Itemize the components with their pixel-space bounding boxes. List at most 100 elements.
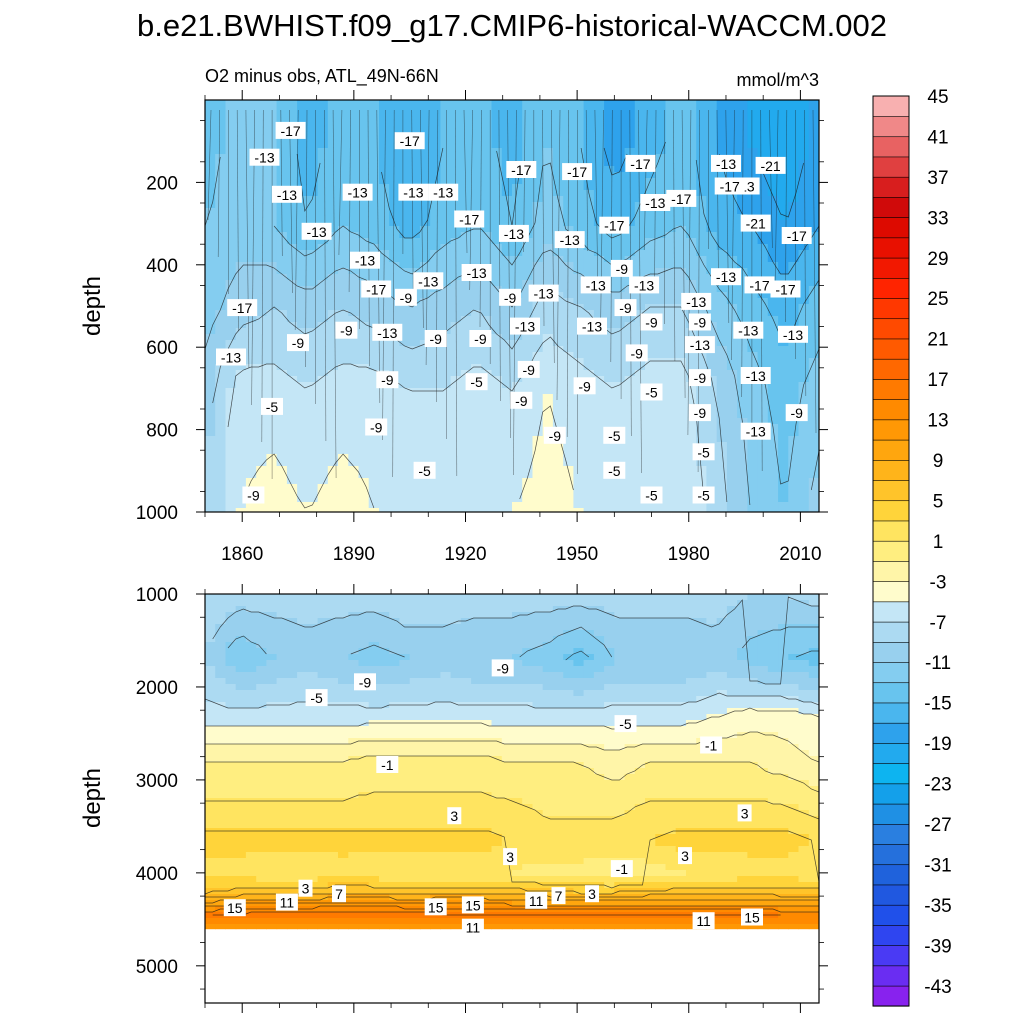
field-cell — [368, 340, 380, 347]
field-cell — [542, 478, 554, 485]
field-cell — [624, 442, 636, 449]
field-cell — [419, 406, 431, 413]
field-cell — [358, 618, 370, 625]
field-cell — [767, 172, 779, 179]
contour-label-text: -5 — [608, 463, 621, 479]
field-cell — [655, 274, 667, 281]
field-cell — [634, 262, 646, 269]
field-cell — [757, 448, 769, 455]
field-cell — [593, 352, 605, 359]
field-cell — [522, 382, 533, 389]
field-cell — [215, 636, 226, 643]
field-cell — [286, 600, 298, 607]
field-cell — [757, 100, 769, 107]
field-cell — [563, 496, 574, 503]
field-cell — [409, 238, 421, 245]
field-cell — [358, 382, 370, 389]
field-cell — [675, 262, 687, 269]
field-cell — [440, 490, 452, 497]
field-cell — [767, 496, 779, 503]
field-cell — [327, 642, 339, 649]
field-cell — [706, 298, 718, 305]
field-cell — [747, 100, 759, 107]
field-cell — [430, 232, 441, 239]
field-cell — [491, 352, 503, 359]
field-cell — [307, 334, 319, 341]
field-cell — [542, 400, 554, 407]
field-cell — [542, 154, 554, 161]
field-cell — [225, 202, 237, 209]
field-cell — [389, 190, 400, 197]
field-cell — [297, 316, 308, 323]
field-cell — [245, 358, 257, 365]
field-cell — [522, 406, 533, 413]
contour-label-text: -5 — [418, 463, 431, 479]
field-cell — [716, 118, 728, 125]
field-cell — [501, 424, 513, 431]
field-cell — [368, 412, 380, 419]
field-cell — [501, 358, 513, 365]
field-cell — [583, 100, 595, 107]
field-cell — [686, 424, 697, 431]
field-cell — [808, 256, 819, 263]
field-cell — [767, 268, 779, 275]
field-cell — [440, 630, 452, 637]
field-cell — [757, 256, 769, 263]
contour-label-text: -13 — [582, 319, 602, 335]
field-cell — [716, 388, 728, 395]
field-cell — [481, 508, 493, 512]
field-cell — [450, 466, 462, 473]
field-cell — [573, 496, 585, 503]
contour-label-text: -9 — [247, 488, 260, 504]
field-cell — [256, 448, 267, 455]
field-cell — [706, 238, 718, 245]
field-cell — [297, 508, 308, 512]
field-cell — [706, 358, 718, 365]
field-cell — [778, 376, 789, 383]
field-cell — [808, 600, 819, 607]
field-cell — [716, 412, 728, 419]
field-cell — [266, 184, 278, 191]
field-cell — [286, 400, 298, 407]
field-cell — [512, 100, 523, 107]
field-cell — [604, 618, 615, 625]
contour-label: -17 — [361, 280, 392, 298]
field-cell — [327, 490, 339, 497]
field-cell — [256, 352, 267, 359]
field-cell — [266, 328, 278, 335]
contour-label: -13 — [301, 222, 332, 240]
field-cell — [614, 400, 626, 407]
field-cell — [512, 624, 523, 631]
field-cell — [798, 442, 810, 449]
field-cell — [747, 202, 759, 209]
field-cell — [215, 292, 226, 299]
field-cell — [593, 472, 605, 479]
field-cell — [665, 106, 677, 113]
field-cell — [399, 310, 411, 317]
field-cell — [225, 594, 237, 601]
field-cell — [491, 418, 503, 425]
field-cell — [757, 232, 769, 239]
field-cell — [767, 376, 779, 383]
field-cell — [778, 106, 789, 113]
field-cell — [665, 160, 677, 167]
field-cell — [655, 280, 667, 287]
field-cell — [297, 382, 308, 389]
field-cell — [379, 636, 390, 643]
field-cell — [215, 642, 226, 649]
field-cell — [665, 274, 677, 281]
field-cell — [675, 490, 687, 497]
field-cell — [501, 418, 513, 425]
field-cell — [450, 394, 462, 401]
field-cell — [542, 136, 554, 143]
field-cell — [665, 406, 677, 413]
field-cell — [409, 100, 421, 107]
field-cell — [552, 166, 564, 173]
field-cell — [491, 262, 503, 269]
field-cell — [655, 454, 667, 461]
field-cell — [481, 106, 493, 113]
field-cell — [716, 304, 728, 311]
field-cell — [634, 202, 646, 209]
field-cell — [798, 286, 810, 293]
field-cell — [440, 358, 452, 365]
